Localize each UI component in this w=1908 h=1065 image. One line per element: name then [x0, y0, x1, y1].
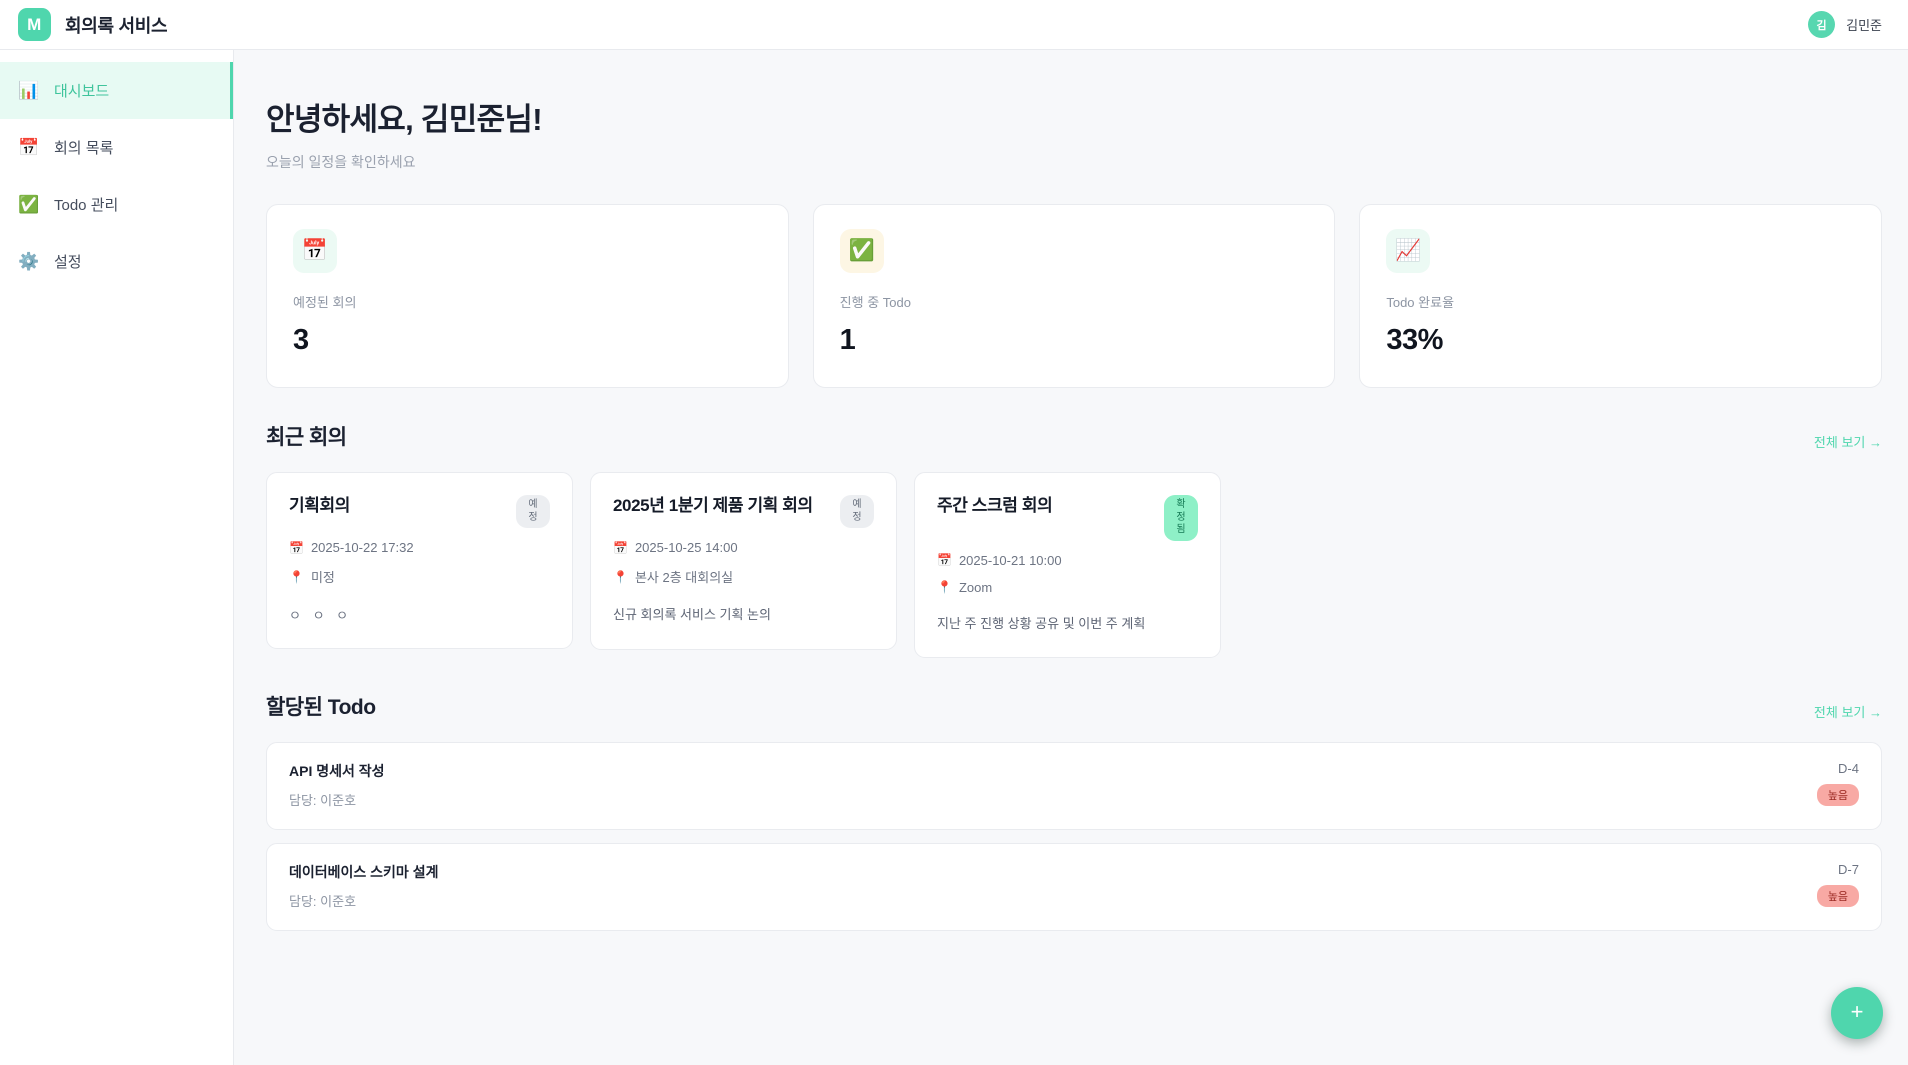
sidebar-item-label: 회의 목록: [54, 140, 114, 157]
stat-card-todo-completion-rate[interactable]: 📈 Todo 완료율 33%: [1359, 204, 1883, 388]
meeting-location: 📍 본사 2층 대회의실: [613, 567, 874, 586]
calendar-icon: 📅: [293, 229, 337, 273]
stat-label: 진행 중 Todo: [839, 295, 911, 310]
assigned-todos-header: 할당된 Todo 전체 보기 →: [266, 691, 1882, 721]
todo-row[interactable]: API 명세서 작성 담당: 이준호 D-4 높음: [266, 742, 1882, 830]
meeting-datetime-text: 2025-10-25 14:00: [634, 540, 738, 555]
todo-dday: D-4: [1838, 761, 1859, 776]
section-title: 할당된 Todo: [266, 696, 376, 719]
check-mark-icon: ✅: [18, 195, 40, 214]
section-title: 최근 회의: [266, 426, 347, 449]
meeting-card[interactable]: 기획회의 예정 📅 2025-10-22 17:32 📍 미정 ㅇ ㅇ ㅇ: [266, 472, 573, 649]
todo-info: API 명세서 작성 담당: 이준호: [289, 761, 385, 809]
calendar-icon: 📅: [18, 138, 40, 157]
meeting-title: 기획회의: [289, 496, 350, 515]
todo-info: 데이터베이스 스키마 설계 담당: 이준호: [289, 862, 438, 910]
todo-status: D-7 높음: [1816, 862, 1859, 907]
sidebar-item-label: 대시보드: [54, 83, 110, 100]
calendar-icon: 📅: [937, 553, 952, 567]
stat-value: 33%: [1386, 324, 1443, 356]
brand[interactable]: M 회의록 서비스: [18, 8, 168, 41]
sidebar-item-settings[interactable]: ⚙️ 설정: [0, 233, 233, 290]
todo-row[interactable]: 데이터베이스 스키마 설계 담당: 이준호 D-7 높음: [266, 843, 1882, 931]
view-all-todos-link[interactable]: 전체 보기 →: [1813, 705, 1882, 720]
meeting-card-header: 기획회의 예정: [289, 493, 550, 528]
calendar-icon: 📅: [613, 540, 628, 555]
status-badge: 예정: [516, 495, 550, 528]
meeting-card-header: 2025년 1분기 제품 기획 회의 예정: [613, 493, 874, 528]
status-badge: 확정됨: [1164, 495, 1198, 541]
chart-increasing-icon: 📈: [1386, 229, 1431, 273]
meeting-description: ㅇ ㅇ ㅇ: [289, 608, 353, 623]
meeting-title: 주간 스크럼 회의: [937, 496, 1053, 515]
stat-label: 예정된 회의: [293, 295, 357, 310]
stat-card-inprogress-todo[interactable]: ✅ 진행 중 Todo 1: [812, 204, 1336, 388]
meeting-location: 📍 Zoom: [937, 580, 1198, 595]
meeting-card-header: 주간 스크럼 회의 확정됨: [937, 493, 1198, 541]
check-mark-icon: ✅: [839, 229, 884, 273]
user-menu[interactable]: 김 김민준: [1808, 11, 1882, 38]
pin-icon: 📍: [613, 569, 628, 584]
meeting-datetime: 📅 2025-10-21 10:00: [937, 553, 1198, 568]
meeting-description: 신규 회의록 서비스 기획 논의: [613, 607, 771, 622]
meeting-location: 📍 미정: [289, 567, 550, 586]
add-button[interactable]: +: [1831, 987, 1883, 1039]
view-all-meetings-link[interactable]: 전체 보기 →: [1813, 435, 1882, 450]
pin-icon: 📍: [289, 569, 304, 584]
user-name: 김민준: [1846, 18, 1882, 33]
todo-list: API 명세서 작성 담당: 이준호 D-4 높음 데이터베이스 스키마 설계 …: [266, 742, 1882, 931]
meeting-location-text: 미정: [310, 570, 335, 585]
main-content: 안녕하세요, 김민준님! 오늘의 일정을 확인하세요 📅 예정된 회의 3 ✅ …: [234, 50, 1908, 1065]
bar-chart-icon: 📊: [18, 81, 40, 100]
sidebar: 📊 대시보드 📅 회의 목록 ✅ Todo 관리 ⚙️ 설정: [0, 50, 234, 1065]
status-badge: 예정: [840, 495, 874, 528]
meeting-card-list: 기획회의 예정 📅 2025-10-22 17:32 📍 미정 ㅇ ㅇ ㅇ 20…: [266, 472, 1882, 658]
todo-title: 데이터베이스 스키마 설계: [289, 864, 439, 880]
meeting-card[interactable]: 2025년 1분기 제품 기획 회의 예정 📅 2025-10-25 14:00…: [590, 472, 897, 650]
priority-badge: 높음: [1816, 784, 1859, 806]
todo-owner: 담당: 이준호: [289, 793, 357, 808]
page-title: 안녕하세요, 김민준님!: [266, 102, 543, 137]
stat-cards: 📅 예정된 회의 3 ✅ 진행 중 Todo 1 📈 Todo 완료율 33%: [266, 204, 1883, 388]
meeting-datetime: 📅 2025-10-22 17:32: [289, 540, 550, 555]
stat-card-scheduled-meetings[interactable]: 📅 예정된 회의 3: [266, 204, 789, 388]
avatar: 김: [1808, 11, 1836, 38]
todo-owner: 담당: 이준호: [289, 894, 357, 909]
recent-meetings-header: 최근 회의 전체 보기 →: [266, 421, 1882, 451]
meeting-datetime: 📅 2025-10-25 14:00: [613, 540, 874, 555]
sidebar-item-todo[interactable]: ✅ Todo 관리: [0, 176, 233, 233]
page-subtitle: 오늘의 일정을 확인하세요: [266, 154, 416, 170]
sidebar-item-label: 설정: [54, 254, 82, 271]
stat-value: 1: [839, 324, 856, 356]
sidebar-item-meetings[interactable]: 📅 회의 목록: [0, 119, 233, 176]
todo-title: API 명세서 작성: [289, 763, 385, 779]
todo-dday: D-7: [1838, 862, 1859, 877]
meeting-location-text: 본사 2층 대회의실: [634, 570, 734, 585]
meeting-card[interactable]: 주간 스크럼 회의 확정됨 📅 2025-10-21 10:00 📍 Zoom …: [914, 472, 1221, 658]
gear-icon: ⚙️: [18, 252, 40, 271]
sidebar-item-dashboard[interactable]: 📊 대시보드: [0, 62, 233, 119]
calendar-icon: 📅: [289, 540, 304, 555]
priority-badge: 높음: [1816, 885, 1859, 907]
meeting-datetime-text: 2025-10-21 10:00: [958, 552, 1062, 568]
sidebar-item-label: Todo 관리: [54, 197, 119, 214]
meeting-title: 2025년 1분기 제품 기획 회의: [613, 496, 813, 515]
meeting-location-text: Zoom: [958, 579, 993, 595]
stat-value: 3: [293, 324, 309, 356]
app-header: M 회의록 서비스 김 김민준: [0, 0, 1908, 50]
app-logo: M: [18, 8, 51, 41]
app-title: 회의록 서비스: [65, 15, 168, 36]
stat-label: Todo 완료율: [1386, 295, 1455, 310]
app-shell: 📊 대시보드 📅 회의 목록 ✅ Todo 관리 ⚙️ 설정 안녕하세요, 김민…: [0, 50, 1908, 1065]
pin-icon: 📍: [937, 580, 952, 594]
meeting-description: 지난 주 진행 상황 공유 및 이번 주 계획: [937, 615, 1146, 631]
meeting-datetime-text: 2025-10-22 17:32: [310, 540, 414, 555]
todo-status: D-4 높음: [1816, 761, 1859, 806]
